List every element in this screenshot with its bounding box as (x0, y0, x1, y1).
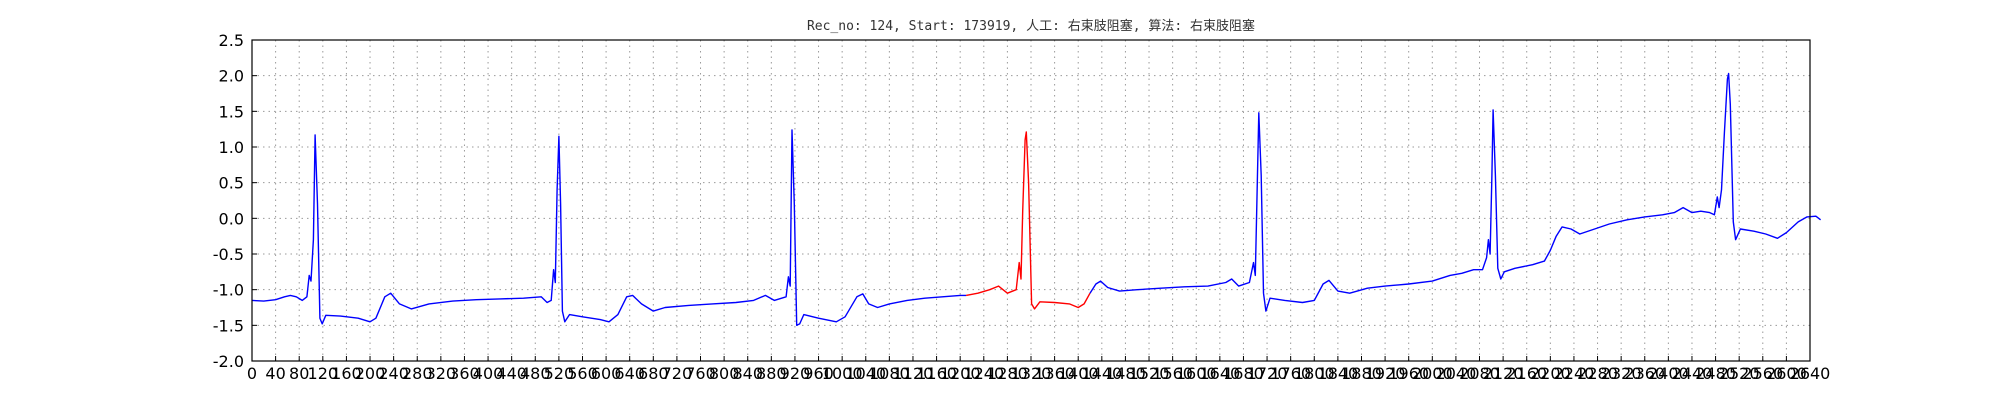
x-tick-label: 240 (378, 364, 409, 383)
x-tick-label: 1000 (822, 364, 863, 383)
x-tick-label: 1080 (869, 364, 910, 383)
x-tick-label: 1040 (845, 364, 886, 383)
x-tick-label: 1520 (1129, 364, 1170, 383)
x-tick-label: 2520 (1719, 364, 1760, 383)
y-tick-label: -1.0 (213, 281, 244, 300)
y-tick-label: 2.5 (219, 31, 244, 50)
y-tick-label: 1.0 (219, 138, 244, 157)
x-tick-label: 2360 (1624, 364, 1665, 383)
x-tick-label: 1920 (1365, 364, 1406, 383)
y-tick-label: 1.5 (219, 102, 244, 121)
x-tick-label: 400 (473, 364, 504, 383)
x-tick-label: 2480 (1695, 364, 1736, 383)
x-tick-label: 1600 (1176, 364, 1217, 383)
x-tick-label: 1880 (1341, 364, 1382, 383)
x-tick-label: 120 (308, 364, 339, 383)
x-tick-label: 1120 (893, 364, 934, 383)
x-tick-label: 1960 (1388, 364, 1429, 383)
x-tick-label: 840 (732, 364, 763, 383)
x-tick-label: 720 (662, 364, 693, 383)
x-tick-label: 280 (402, 364, 433, 383)
x-tick-label: 2200 (1530, 364, 1571, 383)
x-tick-label: 1200 (940, 364, 981, 383)
y-tick-label: -2.0 (213, 352, 244, 371)
y-tick-label: 0.5 (219, 174, 244, 193)
x-tick-label: 2240 (1554, 364, 1595, 383)
x-tick-label: 1800 (1294, 364, 1335, 383)
x-tick-label: 2440 (1672, 364, 1713, 383)
x-tick-label: 760 (685, 364, 716, 383)
x-tick-label: 1360 (1034, 364, 1075, 383)
x-tick-label: 2560 (1742, 364, 1783, 383)
x-tick-label: 2000 (1412, 364, 1453, 383)
x-tick-label: 2640 (1790, 364, 1831, 383)
x-tick-label: 2280 (1577, 364, 1618, 383)
x-tick-label: 2160 (1506, 364, 1547, 383)
x-tick-label: 1720 (1247, 364, 1288, 383)
x-tick-label: 920 (780, 364, 811, 383)
x-tick-label: 1440 (1081, 364, 1122, 383)
ecg-trace-highlighted-beat (965, 131, 1091, 310)
x-tick-label: 680 (638, 364, 669, 383)
x-tick-label: 1680 (1223, 364, 1264, 383)
x-tick-label: 1280 (987, 364, 1028, 383)
x-tick-label: 2320 (1601, 364, 1642, 383)
x-tick-label: 1840 (1318, 364, 1359, 383)
x-tick-label: 2600 (1766, 364, 1807, 383)
x-tick-label: 1400 (1058, 364, 1099, 383)
x-tick-label: 2120 (1483, 364, 1524, 383)
x-tick-label: 2400 (1648, 364, 1689, 383)
x-tick-label: 320 (426, 364, 457, 383)
x-tick-label: 360 (449, 364, 480, 383)
x-tick-label: 640 (614, 364, 645, 383)
x-tick-label: 880 (756, 364, 787, 383)
ecg-trace-after (1089, 72, 1822, 312)
x-tick-label: 2040 (1436, 364, 1477, 383)
x-tick-label: 800 (709, 364, 740, 383)
x-tick-label: 0 (247, 364, 257, 383)
x-tick-label: 80 (289, 364, 309, 383)
x-tick-label: 520 (544, 364, 575, 383)
x-tick-label: 200 (355, 364, 386, 383)
x-tick-label: 560 (567, 364, 598, 383)
x-tick-label: 440 (496, 364, 527, 383)
y-tick-label: 0.0 (219, 209, 244, 228)
y-tick-label: -0.5 (213, 245, 244, 264)
x-tick-label: 2080 (1459, 364, 1500, 383)
x-tick-label: 1320 (1011, 364, 1052, 383)
x-tick-label: 1640 (1199, 364, 1240, 383)
axis-ticks: 0 40 8012016020024028032036040044048052056… (213, 31, 1831, 383)
x-tick-label: 1560 (1152, 364, 1193, 383)
x-tick-label: 1760 (1270, 364, 1311, 383)
x-tick-label: 1480 (1105, 364, 1146, 383)
x-tick-label: 480 (520, 364, 551, 383)
x-tick-label: 40 (265, 364, 285, 383)
x-tick-label: 600 (591, 364, 622, 383)
x-tick-label: 960 (803, 364, 834, 383)
x-tick-label: 1160 (916, 364, 957, 383)
grid (251, 39, 1811, 362)
y-tick-label: 2.0 (219, 67, 244, 86)
ecg-trace-before (251, 129, 967, 326)
chart-title: Rec_no: 124, Start: 173919, 人工: 右束肢阻塞, 算… (807, 18, 1255, 34)
series-layer (251, 72, 1822, 326)
y-tick-label: -1.5 (213, 316, 244, 335)
x-tick-label: 160 (331, 364, 362, 383)
x-tick-label: 1240 (963, 364, 1004, 383)
